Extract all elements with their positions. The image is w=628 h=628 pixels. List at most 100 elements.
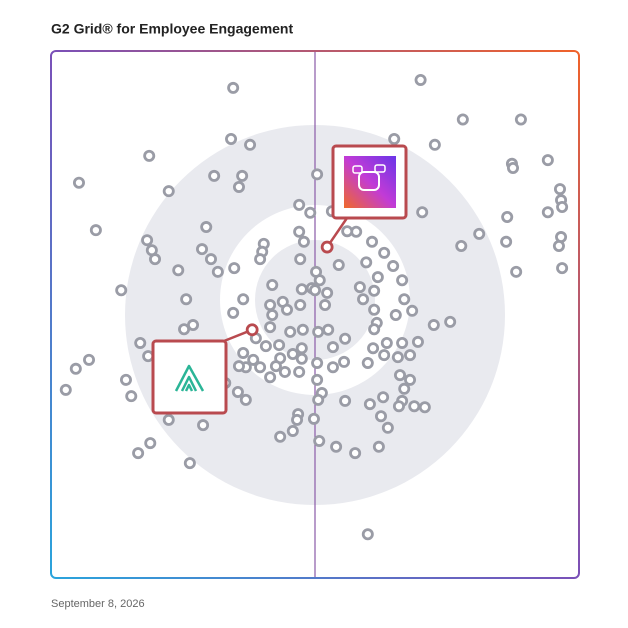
point [404, 349, 417, 362]
point [396, 336, 409, 349]
point [294, 253, 307, 266]
point [311, 373, 324, 386]
point [172, 264, 185, 277]
point [232, 360, 245, 373]
point [366, 235, 379, 248]
point [322, 323, 335, 336]
point [232, 180, 245, 193]
point [149, 253, 162, 266]
point [264, 371, 277, 384]
point [387, 260, 400, 273]
point [313, 434, 326, 447]
point [162, 185, 175, 198]
point [211, 265, 224, 278]
point [311, 356, 324, 369]
point [274, 430, 287, 443]
highlight-point [245, 323, 259, 337]
point [506, 161, 519, 174]
point [368, 284, 381, 297]
point [125, 390, 138, 403]
point [264, 321, 277, 334]
point [389, 309, 402, 322]
point [552, 239, 565, 252]
point [59, 383, 72, 396]
point [115, 284, 128, 297]
point [204, 253, 217, 266]
point [428, 138, 441, 151]
point [273, 339, 286, 352]
point [510, 265, 523, 278]
point [408, 400, 421, 413]
point [378, 246, 391, 259]
point [326, 361, 339, 374]
point [541, 206, 554, 219]
point [180, 293, 193, 306]
point [392, 400, 405, 413]
point [297, 235, 310, 248]
date: September 8, 2026 [51, 598, 145, 610]
point [144, 437, 157, 450]
point [556, 200, 569, 213]
point [371, 271, 384, 284]
point [281, 303, 294, 316]
point [294, 299, 307, 312]
point [187, 319, 200, 332]
point [514, 113, 527, 126]
point [134, 336, 147, 349]
logo-glyph [352, 165, 363, 174]
point [254, 253, 267, 266]
point [427, 319, 440, 332]
point [394, 369, 407, 382]
point [83, 353, 96, 366]
point [349, 447, 362, 460]
point [411, 335, 424, 348]
point [266, 309, 279, 322]
point [339, 332, 352, 345]
point [132, 447, 145, 460]
point [339, 394, 352, 407]
point [259, 340, 272, 353]
point [239, 393, 252, 406]
point [361, 356, 374, 369]
point [378, 349, 391, 362]
point [178, 323, 191, 336]
point [455, 239, 468, 252]
point [183, 457, 196, 470]
point [141, 234, 154, 247]
point [69, 362, 82, 375]
point [381, 421, 394, 434]
point [227, 81, 240, 94]
point [231, 385, 244, 398]
point [398, 382, 411, 395]
point [72, 176, 85, 189]
logo [174, 364, 205, 392]
point [295, 342, 308, 355]
point [372, 440, 385, 453]
point [553, 183, 566, 196]
point [368, 323, 381, 336]
point [404, 373, 417, 386]
point [332, 258, 345, 271]
point [254, 361, 267, 374]
point [368, 303, 381, 316]
point [278, 365, 291, 378]
point [406, 304, 419, 317]
point [244, 138, 257, 151]
point [293, 198, 306, 211]
point [286, 424, 299, 437]
point [296, 323, 309, 336]
logo-glyph [358, 171, 380, 191]
point [286, 348, 299, 361]
point [308, 284, 321, 297]
point [319, 299, 332, 312]
point [360, 256, 373, 269]
point [200, 221, 213, 234]
point [541, 154, 554, 167]
point [293, 365, 306, 378]
point [313, 274, 326, 287]
point [162, 413, 175, 426]
logo-glyph [374, 164, 386, 173]
point [341, 225, 354, 238]
point [196, 243, 209, 256]
